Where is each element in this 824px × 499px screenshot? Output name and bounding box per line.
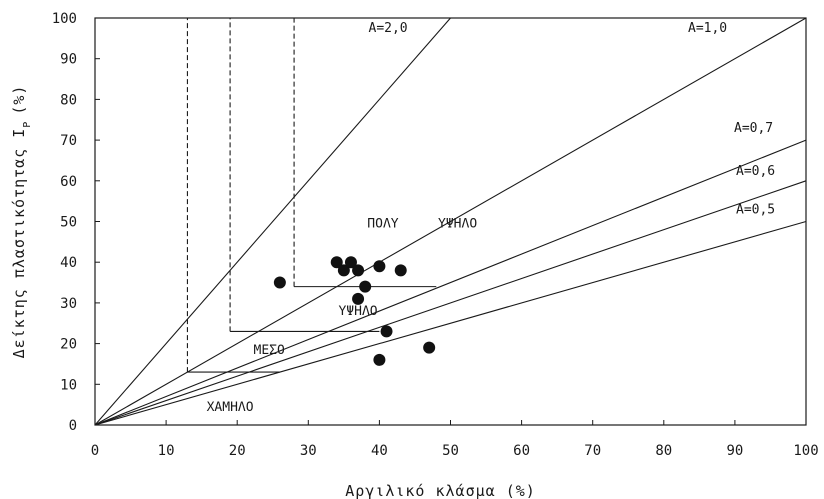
- activity-line-labels: A=2,0 A=1,0 A=0,7 A=0,6 A=0,5: [369, 21, 776, 218]
- zone-label: ΠΟΛΥ: [367, 217, 398, 232]
- data-point: [337, 264, 350, 277]
- y-tick-label: 0: [69, 418, 77, 434]
- y-tick-label: 10: [60, 377, 77, 393]
- data-point: [373, 260, 386, 273]
- activity-line: [94, 139, 807, 426]
- data-point: [359, 280, 372, 293]
- activity-line-label: A=2,0: [369, 21, 408, 36]
- x-tick-label: 100: [793, 443, 818, 459]
- data-point: [344, 256, 357, 269]
- zone-boundaries: [186, 18, 437, 373]
- x-tick-label: 0: [91, 443, 99, 459]
- zone-label: ΧΑΜΗΛΟ: [207, 400, 254, 415]
- x-tick-label: 20: [229, 443, 246, 459]
- x-tick-label: 60: [513, 443, 530, 459]
- activity-line: [94, 17, 807, 426]
- y-axis-title-main: Δείκτης πλαστικότητας I: [10, 128, 28, 359]
- x-tick-label: 10: [158, 443, 175, 459]
- x-axis-title: Αργιλικό κλάσμα (%): [345, 482, 536, 499]
- activity-lines: [94, 17, 807, 426]
- activity-line-label: A=0,6: [736, 164, 775, 179]
- y-tick-label: 100: [52, 11, 77, 27]
- x-axis-ticks: 0 10 20 30 40 50 60 70 80 90 100: [91, 420, 819, 459]
- x-tick-label: 50: [442, 443, 459, 459]
- y-axis-title-unit: (%): [10, 85, 28, 115]
- x-tick-label: 40: [371, 443, 388, 459]
- activity-line-label: A=0,7: [734, 121, 773, 136]
- y-tick-label: 20: [60, 337, 77, 353]
- x-tick-label: 70: [584, 443, 601, 459]
- data-point: [352, 292, 365, 305]
- y-axis-title: Δείκτης πλαστικότητας IP (%): [10, 85, 33, 359]
- y-tick-label: 70: [60, 133, 77, 149]
- data-point: [423, 341, 436, 354]
- y-tick-label: 50: [60, 215, 77, 231]
- zone-label: ΜΕΣΟ: [254, 343, 285, 358]
- data-point: [394, 264, 407, 277]
- data-point: [373, 353, 386, 366]
- zone-label: ΥΨΗΛΟ: [438, 217, 477, 232]
- activity-line: [94, 220, 807, 426]
- x-tick-label: 80: [655, 443, 672, 459]
- data-point: [330, 256, 343, 269]
- activity-line: [94, 17, 451, 426]
- zone-labels: ΠΟΛΥ ΥΨΗΛΟ ΥΨΗΛΟ ΜΕΣΟ ΧΑΜΗΛΟ: [207, 217, 478, 415]
- y-tick-label: 40: [60, 255, 77, 271]
- x-tick-label: 30: [300, 443, 317, 459]
- y-axis-title-subscript: P: [22, 121, 33, 128]
- activity-line-label: A=0,5: [736, 203, 775, 218]
- y-tick-label: 80: [60, 92, 77, 108]
- y-tick-label: 60: [60, 174, 77, 190]
- data-points: [273, 256, 436, 366]
- y-tick-label: 30: [60, 296, 77, 312]
- data-point: [352, 264, 365, 277]
- y-tick-label: 90: [60, 52, 77, 68]
- zone-label: ΥΨΗΛΟ: [338, 304, 377, 319]
- y-axis-ticks: 0 10 20 30 40 50 60 70 80 90 100: [52, 11, 100, 434]
- x-tick-label: 90: [726, 443, 743, 459]
- data-point: [273, 276, 286, 289]
- activity-line-label: A=1,0: [688, 21, 727, 36]
- data-point: [380, 325, 393, 338]
- activity-line: [94, 180, 807, 426]
